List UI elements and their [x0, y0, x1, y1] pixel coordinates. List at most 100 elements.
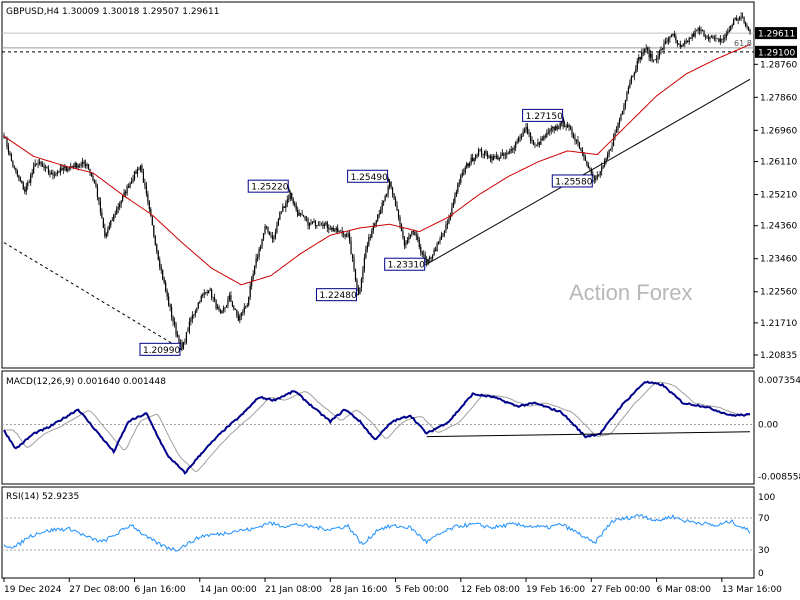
candle-body: [145, 185, 147, 194]
price-tick-label: 1.22560: [760, 288, 797, 298]
rsi-tick-label: 100: [758, 493, 775, 503]
candle-body: [325, 222, 327, 224]
candle-body: [141, 165, 143, 173]
candle-body: [633, 72, 635, 77]
candle-body: [553, 126, 555, 131]
price-tick-label: 1.27860: [760, 93, 797, 103]
candle-body: [417, 236, 419, 240]
candle-body: [556, 126, 558, 129]
candle-body: [390, 181, 392, 188]
candle-body: [173, 321, 176, 325]
rsi-label: RSI(14) 52.9235: [6, 492, 79, 502]
symbol-ohlc-label: GBPUSD,H4 1.30009 1.30018 1.29507 1.2961…: [6, 7, 219, 17]
candle-body: [230, 295, 232, 302]
candle-body: [12, 160, 14, 168]
candle-body: [44, 167, 47, 168]
candle-body: [199, 302, 201, 303]
candle-body: [467, 163, 469, 166]
candle-body: [437, 241, 440, 244]
candle-body: [248, 297, 250, 305]
candle-body: [434, 249, 437, 252]
candle-body: [182, 341, 185, 349]
candle-body: [354, 269, 357, 280]
x-tick-label: 12 Feb 08:00: [461, 585, 520, 595]
annotation-label: 1.22480: [319, 291, 356, 301]
ema-line: [3, 44, 751, 286]
candle-body: [132, 179, 134, 182]
candle-body: [277, 219, 279, 226]
candle-body: [590, 168, 592, 174]
candle-body: [510, 149, 512, 151]
candle-body: [709, 36, 711, 40]
annotation-box: [347, 169, 389, 183]
candle-body: [371, 230, 373, 238]
candle-body: [741, 16, 744, 18]
candle-body: [654, 59, 656, 61]
candle-body: [454, 196, 456, 203]
price-tick-label: 1.24360: [760, 222, 797, 232]
candle-body: [157, 251, 159, 260]
candle-body: [397, 210, 400, 217]
watermark: Action Forex: [569, 280, 693, 305]
candle-body: [436, 243, 438, 252]
candle-body: [707, 37, 710, 40]
candle-body: [586, 160, 588, 165]
candle-body: [64, 166, 66, 169]
candle-body: [455, 191, 457, 197]
candle-body: [27, 182, 29, 187]
candle-body: [461, 172, 463, 176]
candle-body: [119, 204, 121, 208]
candle-body: [451, 207, 453, 216]
candle-body: [212, 297, 214, 299]
candle-body: [286, 199, 288, 204]
candle-body: [485, 151, 487, 154]
candle-body: [418, 239, 420, 247]
candle-body: [658, 50, 661, 57]
candle-body: [372, 226, 374, 231]
candle-body: [555, 126, 557, 131]
candle-body: [70, 166, 72, 167]
candle-body: [541, 138, 543, 140]
candle-body: [592, 173, 594, 176]
candle-body: [31, 172, 33, 176]
candle-body: [268, 231, 271, 236]
candle-body: [629, 82, 631, 88]
candle-body: [715, 37, 717, 39]
candle-body: [313, 221, 315, 223]
candle-body: [154, 235, 156, 245]
candle-body: [130, 181, 133, 183]
candle-body: [650, 53, 652, 58]
candle-body: [488, 157, 490, 159]
macd-label: MACD(12,26,9) 0.001640 0.001448: [6, 377, 166, 387]
candle-body: [475, 155, 477, 159]
candle-body: [375, 220, 377, 224]
candle-body: [645, 47, 647, 49]
candle-body: [727, 32, 729, 34]
candle-body: [52, 172, 54, 176]
price-trendline: [3, 242, 183, 350]
candle-body: [47, 168, 50, 173]
candle-body: [716, 38, 718, 40]
candle-body: [365, 249, 367, 258]
candle-body: [743, 17, 745, 22]
candle-body: [89, 168, 91, 173]
candle-body: [685, 41, 687, 42]
candle-body: [261, 238, 263, 247]
fib-label: 61.8: [734, 39, 752, 48]
candle-body: [209, 289, 211, 291]
candle-body: [744, 21, 747, 27]
rsi-tick-label: 0: [758, 569, 764, 579]
candle-body: [460, 175, 462, 183]
candle-body: [722, 39, 724, 40]
x-tick-label: 6 Mar 08:00: [657, 585, 712, 595]
candle-body: [185, 332, 188, 343]
candle-body: [623, 105, 625, 111]
candle-body: [403, 237, 406, 246]
candle-body: [399, 216, 401, 225]
candle-body: [607, 154, 609, 159]
candle-body: [571, 128, 573, 136]
candle-body: [614, 132, 616, 138]
candle-body: [150, 209, 152, 217]
candle-body: [197, 302, 199, 308]
candle-body: [618, 119, 621, 124]
